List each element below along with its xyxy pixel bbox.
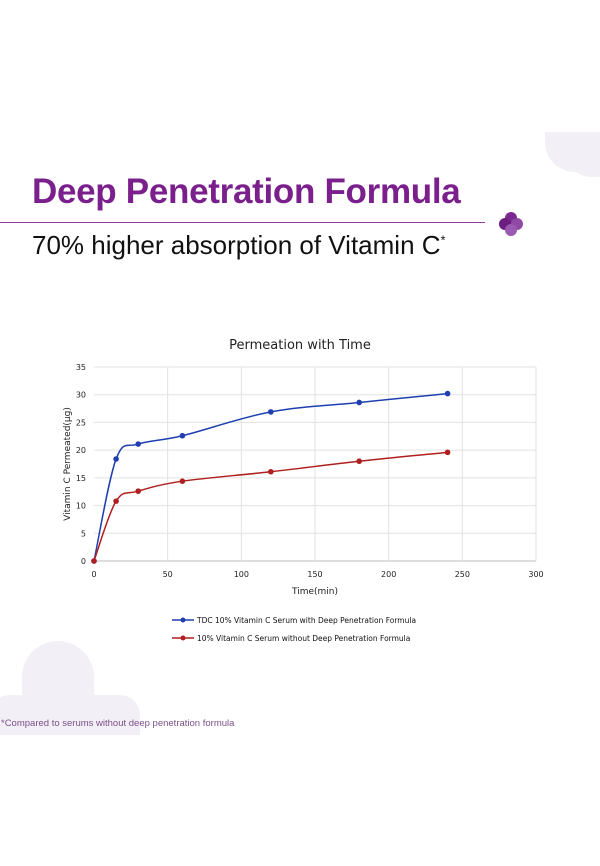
x-tick-label: 300 xyxy=(528,570,543,579)
x-tick-label: 150 xyxy=(307,570,322,579)
purple-plus-clover-icon xyxy=(499,212,523,236)
data-point xyxy=(356,399,363,406)
data-point xyxy=(356,458,363,465)
data-point xyxy=(91,558,97,564)
legend-swatch-marker xyxy=(180,635,186,641)
data-point xyxy=(268,468,274,475)
x-tick-label: 50 xyxy=(163,570,173,579)
footnote: *Compared to serums without deep penetra… xyxy=(1,718,235,729)
data-point xyxy=(179,478,186,484)
data-point xyxy=(135,488,141,494)
legend-swatch-marker xyxy=(180,617,186,623)
data-point xyxy=(444,390,451,397)
series-line-2 xyxy=(93,451,448,562)
title-divider xyxy=(0,222,485,223)
data-point xyxy=(113,456,119,462)
decor-blob-bottom-left-2 xyxy=(0,695,140,735)
data-point xyxy=(113,498,119,504)
subtitle-footnote-mark: * xyxy=(440,232,446,248)
decor-blob-top-right-2 xyxy=(568,132,600,177)
data-point xyxy=(179,432,186,439)
x-axis-label: Time(min) xyxy=(291,587,338,597)
page-subtitle: 70% higher absorption of Vitamin C* xyxy=(32,230,446,261)
x-tick-label: 250 xyxy=(455,570,470,579)
y-axis-label: Vitamin C Permeated(µg) xyxy=(63,407,73,521)
subtitle-text: 70% higher absorption of Vitamin C xyxy=(32,230,441,260)
y-tick-label: 35 xyxy=(76,363,86,372)
y-tick-label: 25 xyxy=(76,418,86,427)
series-line-1 xyxy=(93,392,448,562)
legend-label: 10% Vitamin C Serum without Deep Penetra… xyxy=(197,634,410,643)
data-point xyxy=(444,449,451,456)
data-point xyxy=(135,441,141,447)
data-point xyxy=(268,409,274,415)
y-tick-label: 5 xyxy=(81,529,86,538)
chart-title: Permeation with Time xyxy=(229,338,371,353)
y-tick-label: 10 xyxy=(76,502,86,511)
x-tick-label: 100 xyxy=(234,570,249,579)
y-tick-label: 20 xyxy=(76,446,86,455)
x-tick-label: 200 xyxy=(381,570,396,579)
legend-label: TDC 10% Vitamin C Serum with Deep Penetr… xyxy=(196,616,416,625)
y-tick-label: 15 xyxy=(76,474,86,483)
y-tick-label: 30 xyxy=(76,391,86,400)
x-tick-label: 0 xyxy=(91,570,96,579)
y-tick-label: 0 xyxy=(81,557,86,566)
page-title: Deep Penetration Formula xyxy=(32,172,461,211)
